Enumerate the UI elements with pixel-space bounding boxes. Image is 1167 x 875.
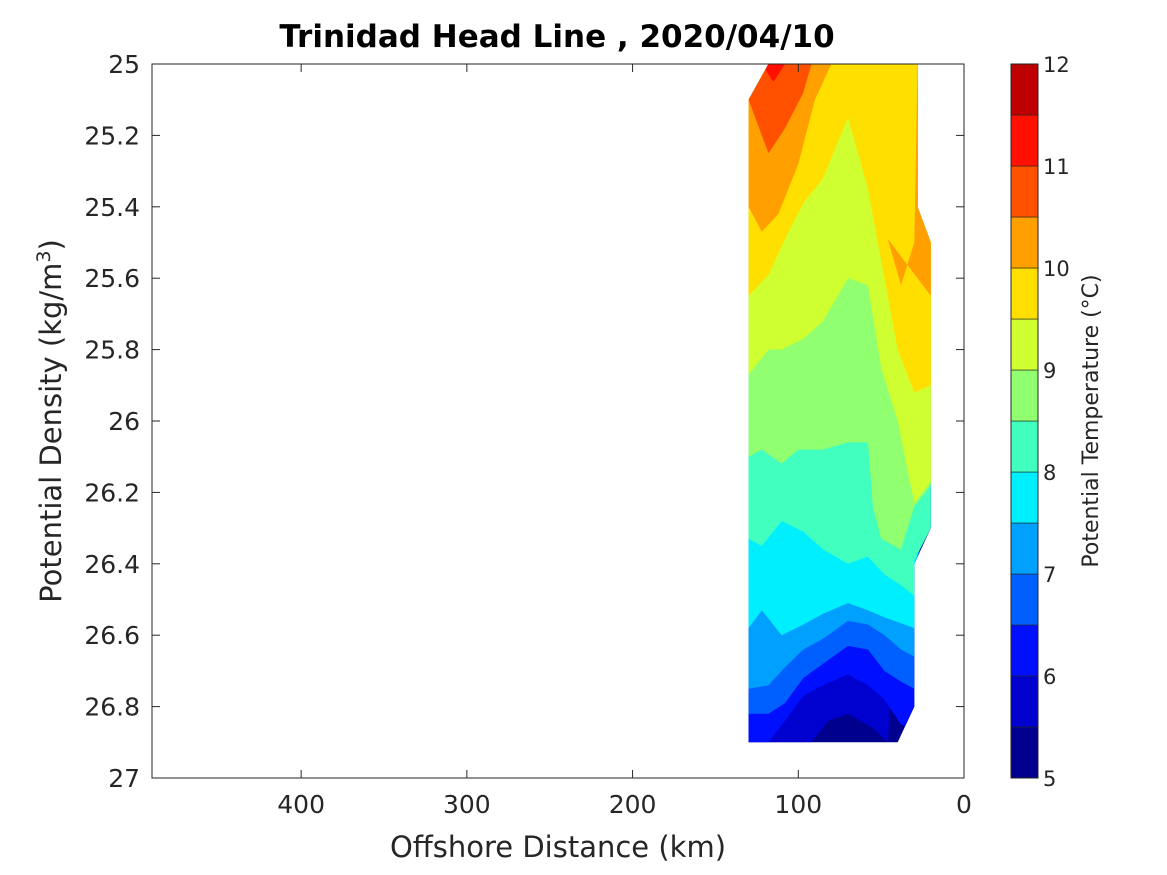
y-tick-label: 26 <box>108 407 140 436</box>
x-tick-label: 200 <box>609 790 657 819</box>
chart-title: Trinidad Head Line , 2020/04/10 <box>279 19 834 55</box>
y-axis-label: Potential Density (kg/m3) <box>33 239 68 603</box>
colorbar-segment <box>1010 216 1039 269</box>
colorbar-tick-label: 6 <box>1043 665 1056 689</box>
y-axis-label-superscript: 3 <box>33 250 55 262</box>
y-tick-label: 25.8 <box>84 336 140 365</box>
y-tick-label: 26.8 <box>84 693 140 722</box>
contour-band-10-5 <box>748 64 931 154</box>
colorbar-label: Potential Temperature (°C) <box>1079 274 1104 567</box>
colorbar-tick-label: 8 <box>1043 461 1056 485</box>
y-tick-label: 26.4 <box>84 550 140 579</box>
x-axis: 400 300 200 100 0 <box>277 64 972 819</box>
colorbar-segment <box>1010 165 1039 218</box>
colorbar-segment <box>1010 420 1039 473</box>
colorbar-tick-label: 9 <box>1043 359 1056 383</box>
contour-layer <box>748 64 931 743</box>
x-tick-label: 400 <box>277 790 325 819</box>
x-tick-label: 300 <box>443 790 491 819</box>
colorbar-tick-label: 11 <box>1043 155 1070 179</box>
colorbar-segment <box>1010 573 1039 626</box>
colorbar-segment <box>1010 318 1039 371</box>
colorbar-segment <box>1010 114 1039 167</box>
y-tick-label: 27 <box>108 764 140 793</box>
colorbar-segment <box>1010 675 1039 728</box>
y-tick-label: 25.2 <box>84 121 140 150</box>
y-tick-label: 25.4 <box>84 193 140 222</box>
colorbar-segment <box>1010 726 1039 779</box>
colorbar: 5 6 7 8 9 10 11 12 <box>1010 53 1070 791</box>
colorbar-segment <box>1010 624 1039 677</box>
colorbar-segment <box>1010 369 1039 422</box>
y-tick-label: 25 <box>108 50 140 79</box>
y-tick-label: 26.6 <box>84 621 140 650</box>
x-axis-label: Offshore Distance (km) <box>390 830 726 864</box>
y-tick-label: 25.6 <box>84 264 140 293</box>
y-axis-label-main: Potential Density (kg/m <box>34 263 68 603</box>
y-axis-label-end: ) <box>34 239 68 250</box>
colorbar-segment <box>1010 522 1039 575</box>
x-tick-label: 0 <box>956 790 972 819</box>
colorbar-segment <box>1010 63 1039 116</box>
colorbar-segment <box>1010 471 1039 524</box>
colorbar-tick-label: 10 <box>1043 257 1070 281</box>
colorbar-frame <box>1010 63 1039 779</box>
y-axis: 25 25.2 25.4 25.6 25.8 26 26.2 26.4 26.6 26.8 27 <box>84 50 964 793</box>
y-tick-label: 26.2 <box>84 478 140 507</box>
colorbar-segment <box>1010 267 1039 320</box>
colorbar-tick-label: 5 <box>1043 767 1056 791</box>
x-tick-label: 100 <box>774 790 822 819</box>
colorbar-tick-label: 7 <box>1043 563 1056 587</box>
colorbar-tick-label: 12 <box>1043 53 1070 77</box>
